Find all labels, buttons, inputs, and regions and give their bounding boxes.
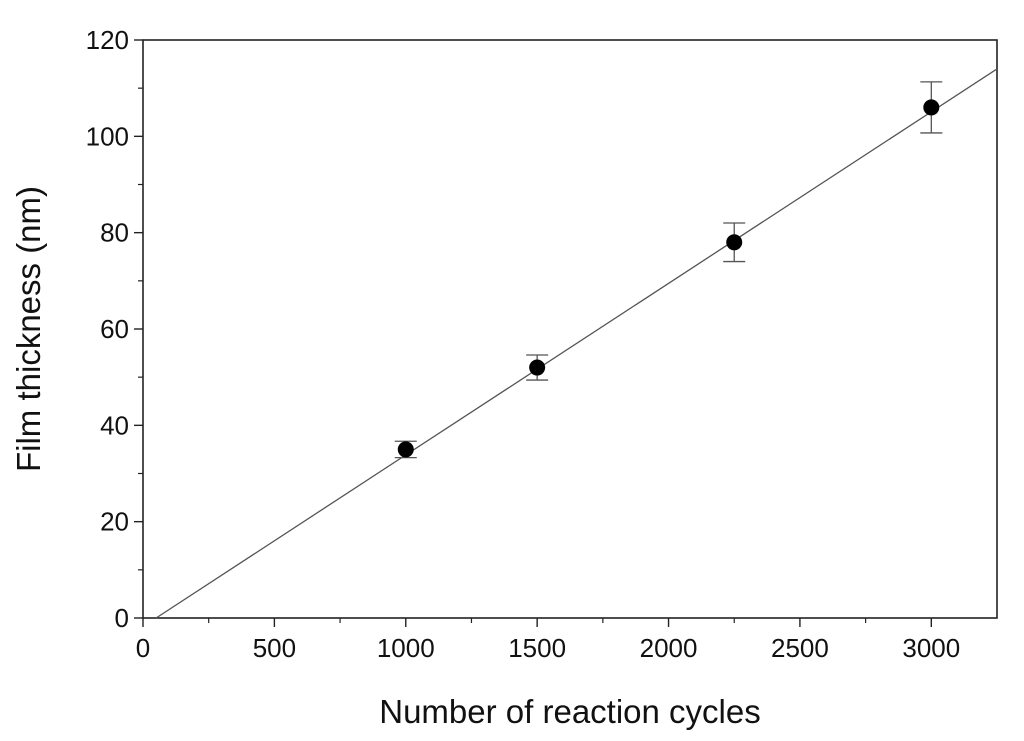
y-tick-label: 60: [100, 314, 129, 344]
y-tick-label: 100: [86, 121, 129, 151]
x-tick-label: 0: [136, 633, 150, 663]
data-point: [923, 99, 940, 116]
y-tick-label: 0: [115, 603, 129, 633]
x-tick-label: 2500: [771, 633, 829, 663]
x-tick-label: 500: [253, 633, 296, 663]
data-point: [529, 359, 546, 376]
y-axis-title: Film thickness (nm): [10, 186, 47, 472]
y-tick-label: 80: [100, 218, 129, 248]
data-point: [726, 234, 743, 251]
fit-line: [155, 68, 998, 619]
x-tick-label: 2000: [640, 633, 698, 663]
plot-frame: [142, 39, 998, 619]
data-point: [397, 441, 414, 458]
y-tick-label: 20: [100, 507, 129, 537]
y-tick-label: 40: [100, 410, 129, 440]
x-tick-label: 1500: [508, 633, 566, 663]
x-axis-title: Number of reaction cycles: [379, 693, 760, 730]
x-tick-label: 3000: [902, 633, 960, 663]
y-tick-label: 120: [86, 25, 129, 55]
plot-area: 0 500 1000 1500 2000 2500 3000 0 20 40 60 80 100 120: [86, 25, 998, 663]
x-tick-label: 1000: [377, 633, 435, 663]
